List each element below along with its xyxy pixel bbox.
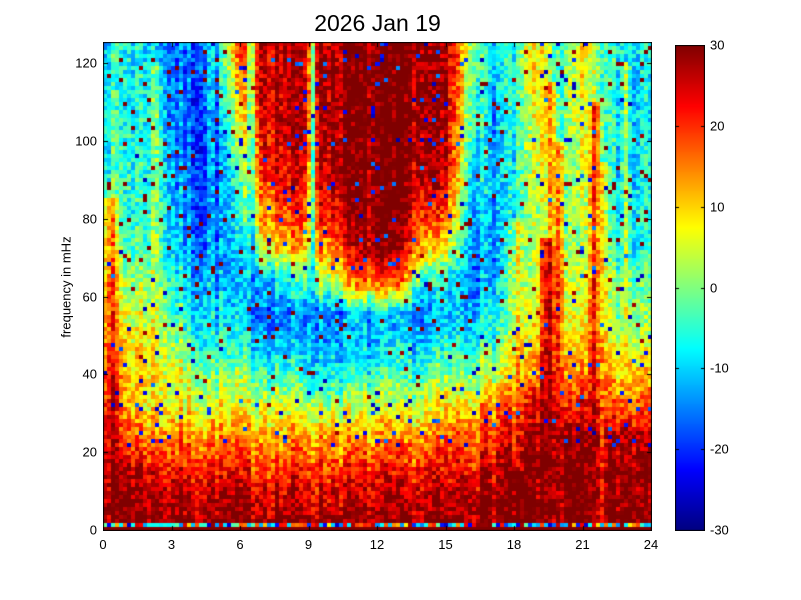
y-axis-label: frequency in mHz (58, 236, 74, 338)
x-tick-label: 21 (575, 537, 590, 552)
spectrogram-heatmap-canvas (103, 42, 652, 531)
x-tick-label: 12 (369, 537, 385, 552)
y-tick-label: 80 (82, 211, 97, 227)
colorbar-tick-label: -20 (710, 441, 729, 457)
y-tick-label: 60 (82, 289, 97, 304)
colorbar-tick-label: 30 (710, 37, 725, 53)
colorbar-tick-label: -10 (710, 360, 729, 376)
x-tick-label: 0 (99, 537, 107, 552)
x-tick-label: 3 (167, 537, 176, 552)
colorbar-tick-label: 10 (710, 199, 725, 215)
colorbar (675, 45, 705, 531)
chart-title: 2026 Jan 19 (314, 10, 441, 36)
x-tick-label: 15 (438, 537, 453, 552)
x-tick-label: 9 (304, 537, 313, 552)
y-tick-label: 120 (75, 55, 97, 71)
y-tick-label: 40 (82, 366, 97, 382)
y-tick-label: 100 (75, 133, 97, 149)
heatmap-plot-area (103, 42, 652, 531)
colorbar-gradient-canvas (675, 45, 705, 531)
colorbar-tick-label: -30 (710, 522, 729, 538)
x-tick-label: 18 (506, 537, 522, 552)
x-tick-label: 6 (236, 537, 244, 552)
colorbar-tick-label: 20 (710, 118, 725, 134)
colorbar-tick-label: 0 (710, 280, 718, 295)
x-tick-label: 24 (643, 537, 659, 552)
y-tick-label: 20 (82, 444, 97, 460)
y-tick-label: 0 (89, 522, 97, 538)
